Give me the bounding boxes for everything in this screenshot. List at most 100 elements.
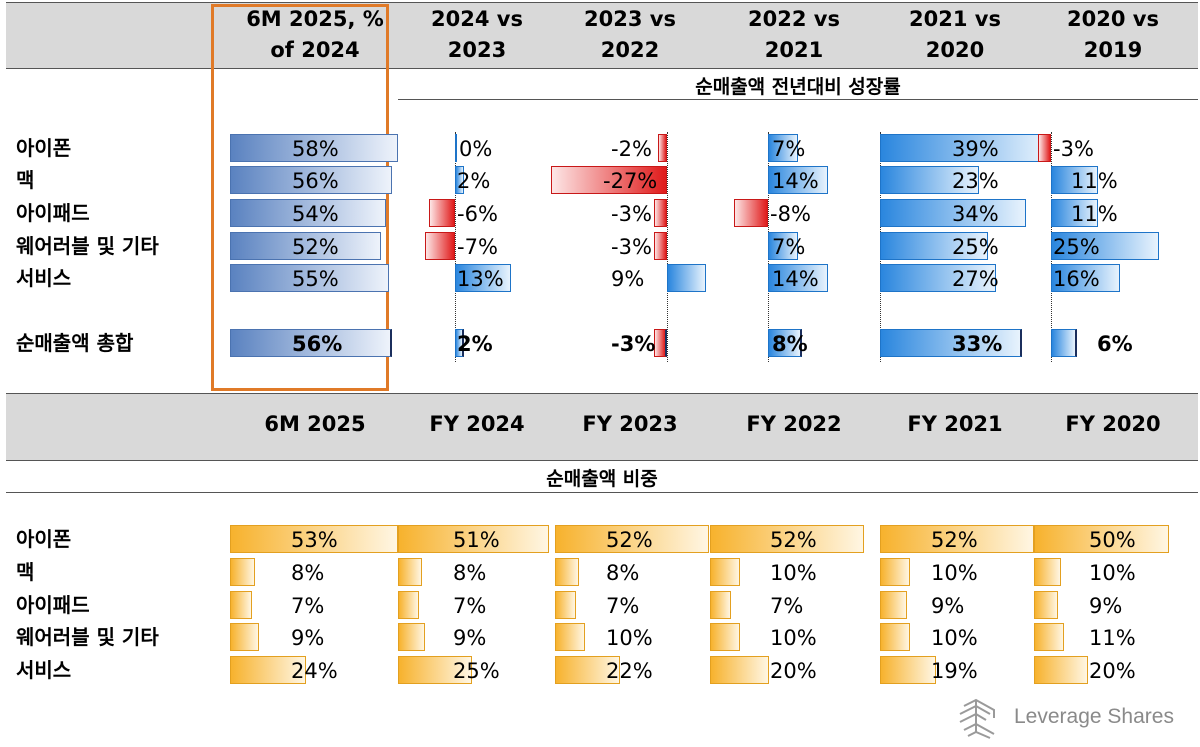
- growth-value-label: 25%: [1053, 235, 1100, 259]
- growth-value-label: 11%: [1071, 169, 1118, 193]
- share-bar: [710, 525, 865, 553]
- share-bar: [710, 591, 731, 619]
- growth-row-label: 웨어러블 및 기타: [16, 234, 159, 258]
- share-value-label: 25%: [453, 659, 500, 683]
- growth-value-label: -3%: [611, 332, 656, 356]
- growth-value-label: 13%: [457, 267, 504, 291]
- share-value-label: 52%: [770, 528, 817, 552]
- growth-bar: [455, 166, 464, 194]
- growth-bar: [230, 232, 381, 260]
- share-row-label: 아이폰: [16, 527, 72, 551]
- top-header-col-line: 2019: [1083, 38, 1143, 62]
- growth-value-label: -6%: [457, 202, 498, 226]
- share-value-label: 19%: [931, 659, 978, 683]
- share-bar: [880, 525, 1035, 553]
- share-value-label: 50%: [1089, 528, 1136, 552]
- growth-bar: [1038, 134, 1051, 162]
- growth-bar: [654, 199, 667, 227]
- bottom-header-col-line: 6M 2025: [264, 412, 366, 436]
- growth-value-label: 11%: [1071, 202, 1118, 226]
- share-value-label: 7%: [606, 594, 640, 618]
- logo-text: Leverage Shares: [1014, 705, 1174, 728]
- share-value-label: 7%: [291, 594, 325, 618]
- share-chart-title: 순매출액 비중: [546, 468, 658, 490]
- growth-row-label: 순매출액 총합: [16, 331, 134, 355]
- share-bar: [398, 656, 473, 684]
- growth-bar: [733, 199, 768, 227]
- growth-value-label: 52%: [292, 235, 339, 259]
- growth-value-label: 14%: [772, 267, 819, 291]
- growth-bar: [880, 199, 1027, 227]
- share-value-label: 20%: [770, 659, 817, 683]
- growth-value-label: 33%: [952, 332, 1003, 356]
- share-bar: [880, 656, 937, 684]
- growth-value-label: 56%: [292, 332, 343, 356]
- bottom-header-col-4: FY 2021: [875, 409, 1035, 440]
- growth-bar: [880, 232, 988, 260]
- growth-value-label: 0%: [459, 137, 493, 161]
- growth-bar: [768, 166, 829, 194]
- growth-value-label: 8%: [772, 332, 808, 356]
- growth-bar: [768, 232, 799, 260]
- growth-value-label: 27%: [952, 267, 999, 291]
- growth-bar: [230, 134, 398, 162]
- growth-value-label: -7%: [457, 235, 498, 259]
- share-value-label: 9%: [291, 626, 325, 650]
- top-header-col-line: 2020 vs: [1067, 7, 1159, 31]
- growth-bar: [455, 134, 457, 162]
- top-header-col-line: 2022 vs: [748, 7, 840, 31]
- top-header-col-line: 2021: [764, 38, 824, 62]
- share-value-label: 10%: [931, 626, 978, 650]
- share-bar: [398, 591, 419, 619]
- top-header-col-line: 2023: [447, 38, 507, 62]
- share-value-label: 52%: [606, 528, 653, 552]
- growth-axis-line: [455, 132, 456, 362]
- share-bar: [1034, 525, 1169, 553]
- share-value-label: 10%: [770, 626, 817, 650]
- bottom-header-col-line: FY 2020: [1065, 412, 1161, 436]
- growth-row-label: 맥: [16, 168, 35, 192]
- growth-bar: [455, 329, 464, 357]
- top-header-col-line: 6M 2025, %: [246, 7, 384, 31]
- growth-value-label: 56%: [292, 169, 339, 193]
- growth-bar: [1051, 232, 1159, 260]
- share-value-label: 10%: [931, 561, 978, 585]
- share-row-label: 맥: [16, 560, 35, 584]
- share-bar: [1034, 558, 1061, 586]
- growth-bar: [1051, 166, 1099, 194]
- growth-value-label: 25%: [952, 235, 999, 259]
- top-header-col-5: 2020 vs 2019: [1033, 4, 1193, 66]
- bottom-header-col-5: FY 2020: [1033, 409, 1193, 440]
- share-value-label: 22%: [606, 659, 653, 683]
- top-header-col-line: 2024 vs: [431, 7, 523, 31]
- share-bar: [398, 623, 425, 651]
- share-bar: [398, 558, 422, 586]
- growth-bar: [455, 264, 511, 292]
- bottom-header-col-1: FY 2024: [397, 409, 557, 440]
- growth-bar: [880, 329, 1022, 357]
- growth-axis-line: [667, 132, 668, 362]
- share-bar: [880, 623, 910, 651]
- share-value-label: 8%: [453, 561, 487, 585]
- bottom-header-col-line: FY 2021: [907, 412, 1003, 436]
- leverage-shares-logo-icon: [959, 698, 995, 739]
- growth-row-label: 아이패드: [16, 201, 90, 225]
- growth-row-label: 서비스: [16, 266, 72, 290]
- growth-bar: [230, 329, 393, 357]
- growth-bar: [1051, 199, 1099, 227]
- growth-bar: [658, 134, 667, 162]
- share-value-label: 52%: [931, 528, 978, 552]
- top-header-col-1: 2024 vs 2023: [397, 4, 557, 66]
- growth-row-label: 아이폰: [16, 136, 72, 160]
- bottom-header-col-line: FY 2023: [582, 412, 678, 436]
- growth-value-label: -8%: [770, 202, 811, 226]
- bottom-header-col-3: FY 2022: [714, 409, 874, 440]
- share-bar: [555, 525, 710, 553]
- growth-value-label: 14%: [772, 169, 819, 193]
- growth-bar: [768, 329, 803, 357]
- growth-bar: [550, 166, 667, 194]
- growth-value-label: -3%: [611, 235, 652, 259]
- highlight-frame: [211, 4, 389, 391]
- growth-value-label: 9%: [611, 267, 645, 291]
- share-value-label: 9%: [1089, 594, 1123, 618]
